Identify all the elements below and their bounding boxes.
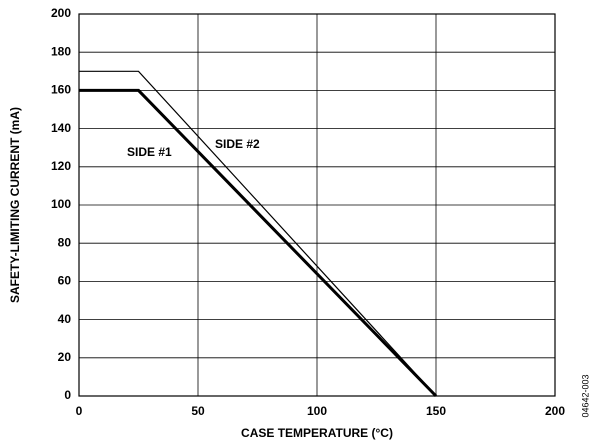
y-tick-label: 20 bbox=[58, 350, 72, 364]
x-tick-label: 150 bbox=[426, 404, 446, 418]
x-axis-title: CASE TEMPERATURE (°C) bbox=[241, 426, 393, 440]
y-tick-label: 120 bbox=[51, 159, 71, 173]
series-line bbox=[79, 88, 438, 398]
y-tick-label: 140 bbox=[51, 121, 71, 135]
figure-code: 04642-003 bbox=[580, 374, 590, 417]
y-tick-label: 180 bbox=[51, 44, 71, 58]
y-axis-title: SAFETY-LIMITING CURRENT (mA) bbox=[8, 107, 22, 303]
x-tick-label: 100 bbox=[307, 404, 327, 418]
x-tick-label: 200 bbox=[545, 404, 565, 418]
y-tick-label: 80 bbox=[58, 235, 72, 249]
y-tick-label: 0 bbox=[64, 388, 71, 402]
x-tick-label: 50 bbox=[191, 404, 205, 418]
y-tick-label: 100 bbox=[51, 197, 71, 211]
y-tick-label: 160 bbox=[51, 83, 71, 97]
series-label: SIDE #1 bbox=[127, 145, 172, 159]
y-tick-label: 60 bbox=[58, 274, 72, 288]
y-tick-label: 200 bbox=[51, 6, 71, 20]
series-line bbox=[79, 70, 437, 397]
x-tick-label: 0 bbox=[76, 404, 83, 418]
y-tick-label: 40 bbox=[58, 312, 72, 326]
series-label: SIDE #2 bbox=[215, 137, 260, 151]
